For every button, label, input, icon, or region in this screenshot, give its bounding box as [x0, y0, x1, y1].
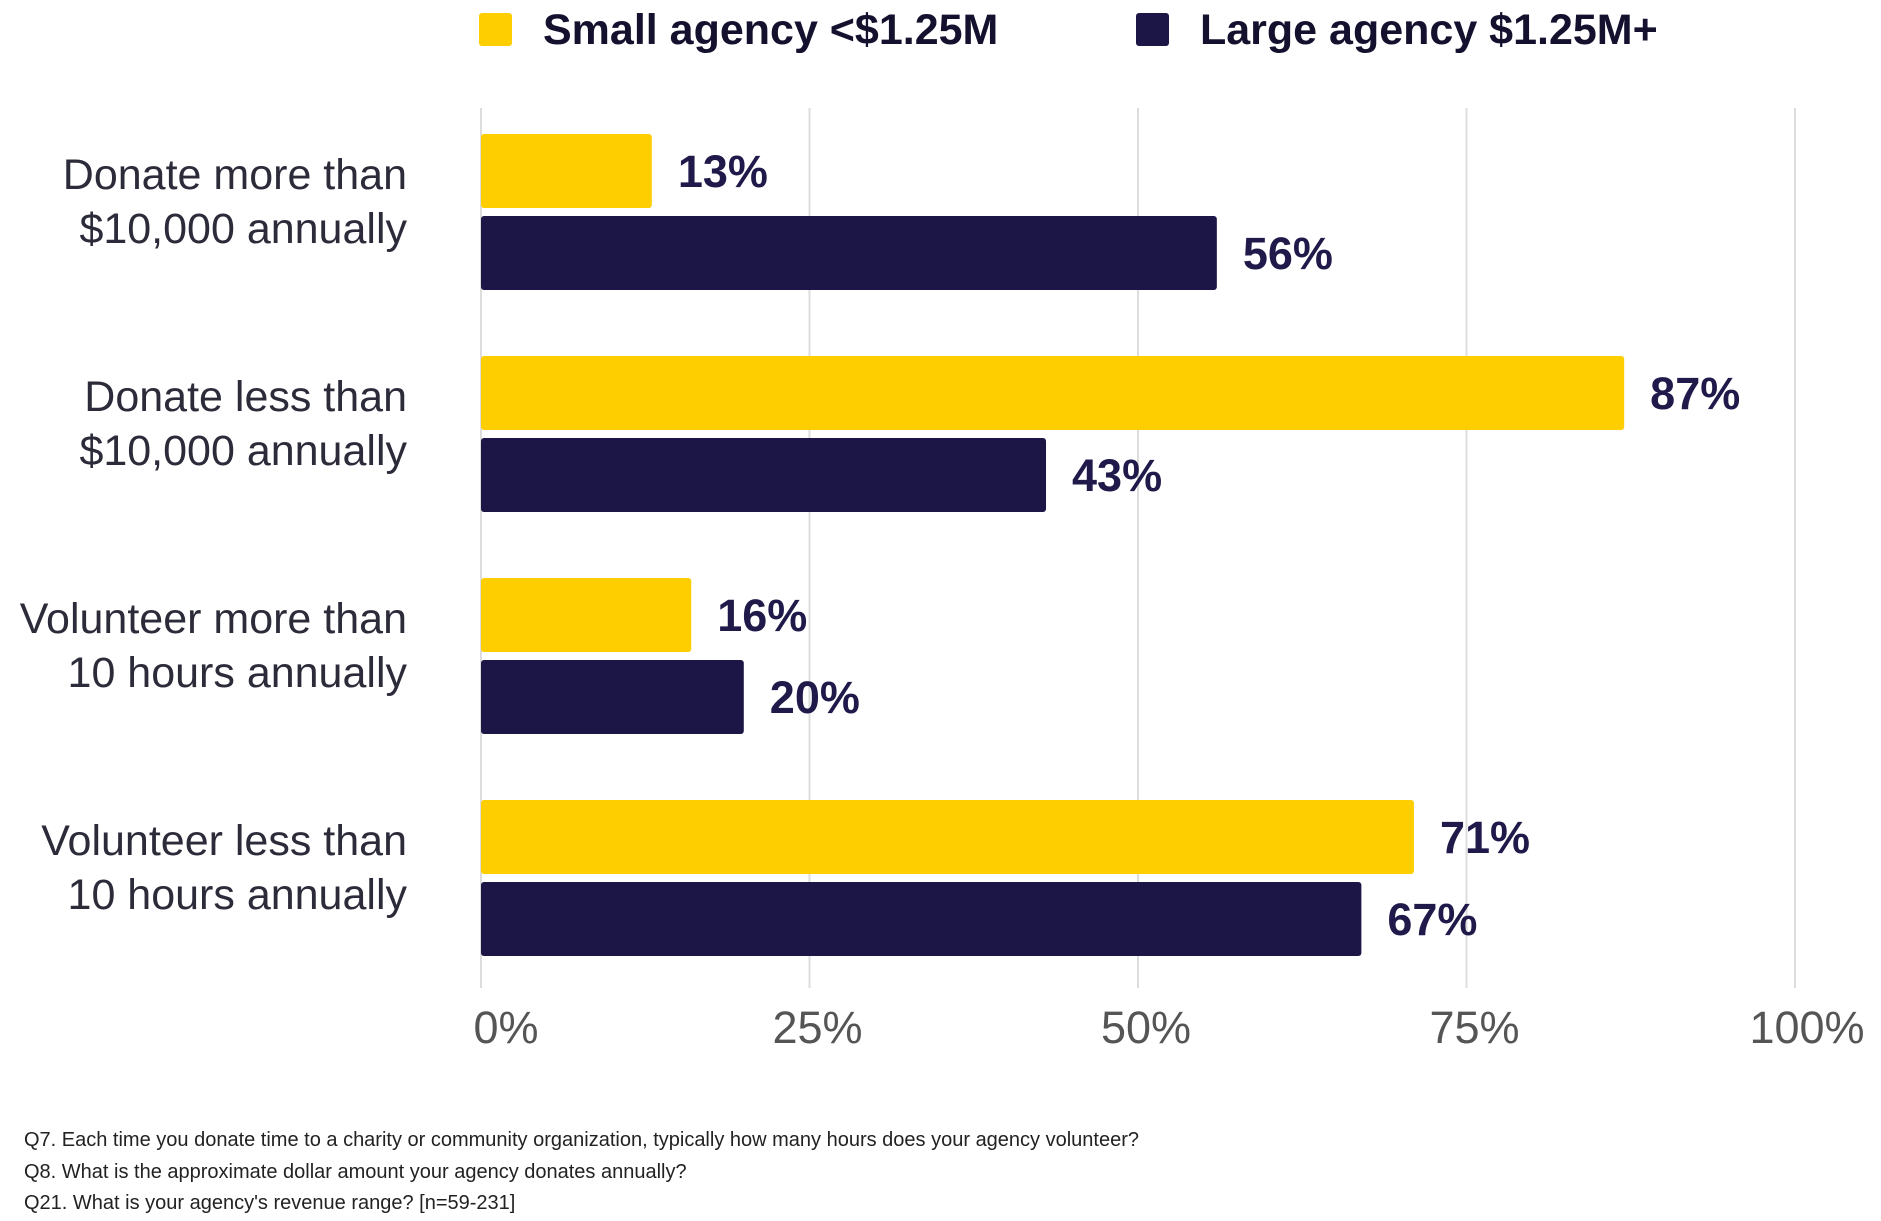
category-label-line: Volunteer more than — [20, 595, 407, 643]
footnote-q7: Q7. Each time you donate time to a chari… — [24, 1129, 1140, 1151]
bar-value-label: 16% — [717, 590, 807, 641]
bar-series-2 — [481, 882, 1362, 956]
category-label-line: $10,000 annually — [79, 205, 407, 253]
bar-value-label: 87% — [1650, 368, 1740, 419]
bar-value-label: 71% — [1440, 812, 1530, 863]
value-labels: 13% 56% 87% 43% 16% 20% 71% 67% — [678, 146, 1740, 945]
bar-series-1 — [481, 134, 652, 208]
footnote-q8: Q8. What is the approximate dollar amoun… — [24, 1160, 687, 1183]
legend-swatch-series-1 — [479, 13, 512, 46]
legend: Small agency <$1.25M Large agency $1.25M+ — [479, 6, 1658, 54]
category-label: Donate more than $10,000 annually — [63, 151, 408, 253]
footnotes: Q7. Each time you donate time to a chari… — [24, 1125, 1139, 1220]
bar-value-label: 20% — [770, 672, 860, 723]
legend-label-series-2: Large agency $1.25M+ — [1200, 6, 1658, 54]
category-label-line: Donate more than — [63, 151, 407, 199]
bar-value-label: 13% — [678, 146, 768, 197]
x-tick-label: 25% — [772, 1002, 862, 1053]
category-label-line: 10 hours annually — [68, 649, 408, 697]
bar-series-1 — [481, 578, 692, 652]
x-tick-label: 75% — [1429, 1002, 1519, 1053]
category-label: Volunteer less than 10 hours annually — [41, 817, 407, 919]
bar-series-2 — [481, 438, 1047, 512]
x-tick-label: 50% — [1101, 1002, 1191, 1053]
category-label-line: $10,000 annually — [79, 427, 407, 475]
category-label-line: 10 hours annually — [68, 871, 408, 919]
bars — [481, 134, 1625, 956]
bar-value-label: 67% — [1387, 894, 1477, 945]
bar-series-1 — [481, 800, 1414, 874]
bar-series-2 — [481, 216, 1217, 290]
bar-series-2 — [481, 660, 744, 734]
category-label-line: Volunteer less than — [41, 817, 407, 865]
x-tick-label: 100% — [1749, 1002, 1864, 1053]
bar-value-label: 56% — [1243, 228, 1333, 279]
category-label: Donate less than $10,000 annually — [79, 373, 407, 475]
bar-series-1 — [481, 356, 1625, 430]
footnote-q21: Q21. What is your agency's revenue range… — [24, 1192, 516, 1214]
x-tick-label: 0% — [473, 1002, 538, 1053]
bar-value-label: 43% — [1072, 450, 1162, 501]
x-axis: 0% 25% 50% 75% 100% — [473, 1002, 1864, 1053]
category-label-line: Donate less than — [84, 373, 407, 421]
legend-label-series-1: Small agency <$1.25M — [543, 6, 998, 54]
legend-swatch-series-2 — [1136, 13, 1169, 46]
category-label: Volunteer more than 10 hours annually — [20, 595, 408, 697]
